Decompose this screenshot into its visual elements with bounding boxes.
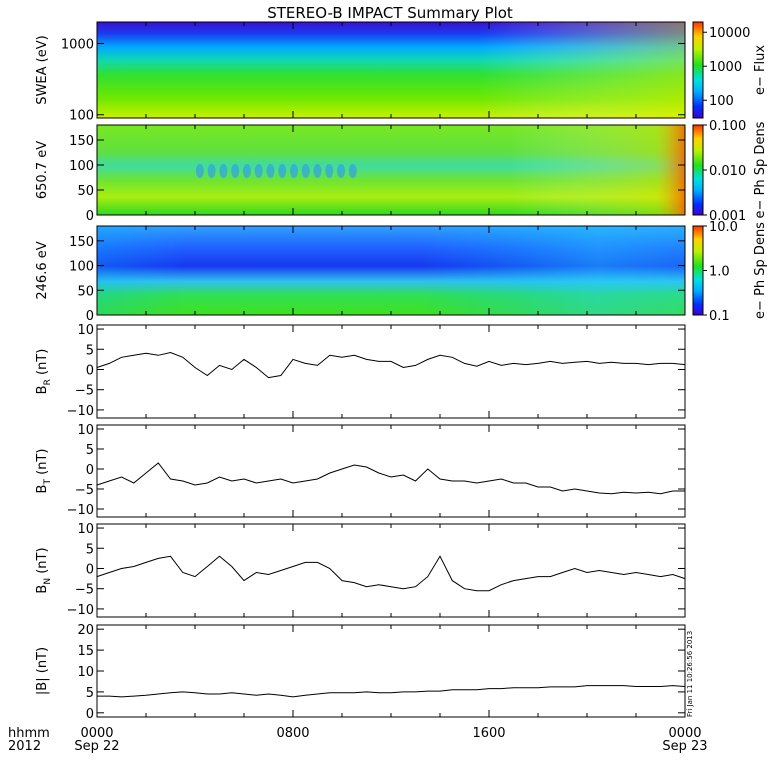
spectrogram-3: 150 100 50 0 246.6 eV 10.0 1.0 0.1 e− Ph Sp Dens [35, 220, 768, 324]
low-density-pocket [219, 164, 228, 178]
ytick-label: −5 [75, 583, 94, 598]
date-tick-label: Sep 22 [74, 739, 119, 754]
spectrogram-overlay [97, 22, 685, 118]
field-panel-4: 20 15 10 5 0 |B| (nT) [35, 623, 686, 722]
time-tick-label: 0000 [668, 726, 701, 741]
field-panel-2: 10 5 0 −5 −10 BT (nT) [35, 423, 686, 518]
ytick-label: 50 [77, 284, 94, 299]
colorbar-tick-label: 10000 [709, 26, 750, 41]
date-tick-label: Sep 23 [662, 739, 707, 754]
panel-frame [96, 324, 686, 419]
field-panels: 10 5 0 −5 −10 BR (nT) 10 5 0 −5 −10 BT (nT) 10 5 0 −5 −1… [35, 323, 686, 722]
ytick-label: 100 [69, 260, 94, 275]
low-density-pocket [242, 164, 251, 178]
low-density-pocket [278, 164, 287, 178]
ytick-label: 5 [86, 686, 94, 701]
series-line [96, 351, 686, 379]
colorbar [692, 225, 704, 316]
ylabel: BT (nT) [35, 449, 53, 494]
ytick-label: 5 [86, 443, 94, 458]
time-tick-label: 0800 [276, 726, 309, 741]
series-line [97, 685, 686, 698]
colorbar-tick-label: 100 [709, 94, 734, 109]
colorbar [692, 21, 704, 119]
panel-frame [96, 624, 686, 718]
colorbar-tick-label: 1.0 [709, 265, 730, 280]
ytick-label: −10 [67, 503, 94, 518]
ytick-label: 10 [77, 665, 94, 680]
colorbar-tick-label: 0.1 [709, 309, 730, 324]
time-tick-label: 1600 [472, 726, 505, 741]
ylabel: 650.7 eV [35, 141, 50, 199]
time-tick-label: 0000 [80, 726, 113, 741]
ytick-label: 0 [86, 363, 94, 378]
spectrogram-overlay [97, 226, 685, 315]
ytick-label: 150 [69, 134, 94, 149]
side-stamp: Fri Jan 11 10:26:56 2013 [686, 631, 694, 717]
ytick-label: 0 [86, 562, 94, 577]
ytick-label: 15 [77, 644, 94, 659]
ytick-label: −10 [67, 404, 94, 419]
ytick-label: 5 [86, 343, 94, 358]
ytick-label: 10 [77, 522, 94, 537]
low-density-pocket [266, 164, 275, 178]
ylabel: SWEA (eV) [35, 35, 50, 104]
ytick-label: 0 [86, 707, 94, 722]
ytick-label: 0 [86, 209, 94, 224]
ytick-label: 0 [86, 309, 94, 324]
ytick-label: −5 [75, 483, 94, 498]
low-density-pocket [195, 164, 204, 178]
spectrogram-1: 1000 100 SWEA (eV) 10000 1000 100 e− Flux [35, 21, 768, 124]
field-panel-1: 10 5 0 −5 −10 BR (nT) [35, 323, 686, 419]
field-panel-3: 10 5 0 −5 −10 BN (nT) [35, 522, 686, 618]
ytick-label: 20 [77, 623, 94, 638]
ytick-label: −10 [67, 603, 94, 618]
figure-title: STEREO-B IMPACT Summary Plot [267, 4, 513, 22]
colorbar [692, 124, 704, 216]
year-label: 2012 [8, 739, 41, 754]
series-line [96, 462, 685, 495]
ytick-label: 100 [69, 109, 94, 124]
ytick-label: 100 [69, 159, 94, 174]
colorbar-tick-label: 0.010 [709, 164, 746, 179]
colorbar-tick-label: 10.0 [709, 220, 738, 235]
colorbar-tick-label: 0.001 [709, 209, 746, 224]
ytick-label: 10 [77, 323, 94, 338]
panel-frame [96, 424, 686, 518]
ylabel: 246.6 eV [35, 241, 50, 299]
hhmm-label: hhmm [8, 726, 50, 741]
spectrogram-overlay [97, 125, 685, 215]
ytick-label: 10 [77, 423, 94, 438]
low-density-pocket [301, 164, 310, 178]
low-density-pocket [313, 164, 322, 178]
ytick-label: 0 [86, 463, 94, 478]
low-density-pocket [337, 164, 346, 178]
low-density-pocket [325, 164, 334, 178]
ytick-label: 5 [86, 542, 94, 557]
low-density-pocket [289, 164, 298, 178]
colorbar-label: e− Flux [753, 45, 768, 95]
low-density-pocket [207, 164, 216, 178]
panel-frame [96, 523, 686, 618]
low-density-pocket [254, 164, 263, 178]
spectrogram-2: 150 100 50 0 650.7 eV 0.100 0.010 0.001 e− Ph Sp… [35, 119, 768, 224]
ytick-label: 1000 [61, 37, 94, 52]
ylabel: BN (nT) [35, 547, 53, 593]
series-line [96, 555, 686, 592]
low-density-pocket [231, 164, 240, 178]
colorbar-label: e− Ph Sp Dens [753, 121, 768, 218]
colorbar-tick-label: 1000 [709, 60, 742, 75]
colorbar-tick-label: 0.100 [709, 119, 746, 134]
ytick-label: −5 [75, 384, 94, 399]
ytick-label: 150 [69, 235, 94, 250]
ylabel: |B| (nT) [35, 647, 50, 695]
colorbar-label: e− Ph Sp Dens [753, 222, 768, 319]
ylabel: BR (nT) [35, 349, 53, 395]
low-density-pocket [348, 164, 357, 178]
ytick-label: 50 [77, 184, 94, 199]
